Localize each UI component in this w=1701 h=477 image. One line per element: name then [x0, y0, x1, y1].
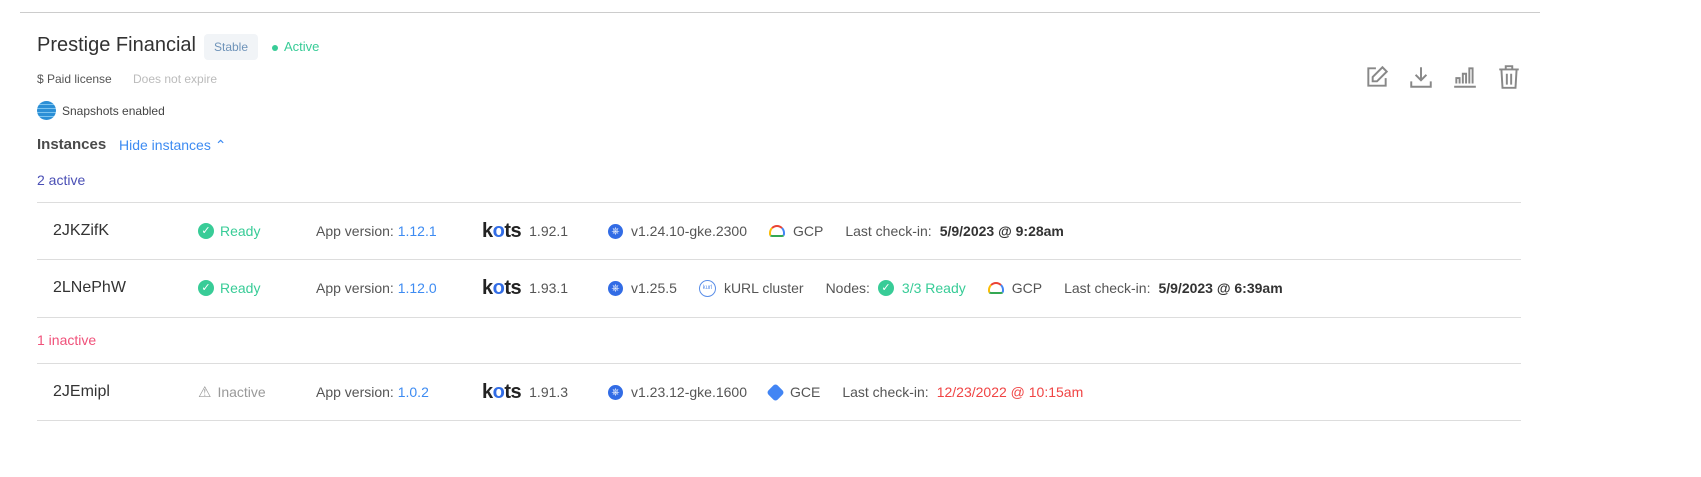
channel-badge: Stable — [204, 34, 259, 60]
k8s-version: v1.23.12-gke.1600 — [631, 384, 747, 400]
checkin-label: Last check-in: — [842, 384, 929, 400]
chart-icon[interactable] — [1452, 64, 1478, 90]
kots-version: 1.91.3 — [529, 384, 569, 400]
check-circle-icon: ✓ — [198, 280, 214, 296]
check-circle-icon: ✓ — [198, 223, 214, 239]
provider: GCP — [792, 223, 824, 239]
status-badge: Active — [272, 39, 319, 54]
kubernetes-icon: ⎈ — [608, 280, 623, 296]
instance-id: 2LNePhW — [53, 279, 126, 296]
app-version-label: App version: — [316, 384, 394, 400]
kubernetes-icon: ⎈ — [608, 384, 623, 400]
snapshots-status: Snapshots enabled — [37, 101, 165, 120]
customer-name: Prestige Financial — [37, 34, 196, 56]
nodes-label: Nodes: — [825, 280, 870, 296]
app-version-label: App version: — [316, 223, 394, 239]
kots-version: 1.93.1 — [529, 280, 569, 296]
chevron-up-icon: ⌃ — [214, 137, 227, 153]
nodes-status: 3/3 Ready — [901, 280, 966, 296]
warning-icon: ⚠ — [198, 384, 212, 401]
snapshots-label: Snapshots enabled — [62, 103, 165, 118]
hide-instances-label: Hide instances — [119, 137, 211, 153]
gce-icon — [766, 382, 785, 402]
inactive-section-label: 1 inactive — [37, 317, 1521, 348]
active-section-label: 2 active — [37, 172, 86, 188]
kots-logo: kots — [482, 380, 522, 403]
kots-logo: kots — [482, 276, 522, 299]
divider — [20, 12, 1540, 13]
instances-heading: Instances — [37, 136, 107, 153]
hide-instances-button[interactable]: Hide instances ⌃ — [119, 137, 226, 154]
instance-row[interactable]: 2LNePhW ✓ Ready App version: 1.12.0 kots 1… — [37, 259, 1521, 316]
instance-id: 2JKZifK — [53, 222, 110, 239]
app-version-link[interactable]: 1.12.1 — [397, 223, 437, 239]
kots-logo: kots — [482, 219, 522, 242]
license-expiry: Does not expire — [133, 72, 218, 86]
checkin-time: 5/9/2023 @ 6:39am — [1158, 280, 1283, 296]
k8s-version: v1.24.10-gke.2300 — [631, 223, 747, 239]
instance-status: Ready — [220, 280, 261, 296]
gcp-icon — [987, 282, 1004, 294]
instance-row[interactable]: 2JKZifK ✓ Ready App version: 1.12.1 kots 1… — [37, 202, 1521, 259]
instance-status: Ready — [220, 223, 261, 239]
app-version-link[interactable]: 1.0.2 — [397, 384, 429, 400]
kots-version: 1.92.1 — [529, 223, 569, 239]
trash-icon[interactable] — [1496, 64, 1522, 90]
instance-row[interactable]: 2JEmipl ⚠ Inactive App version: 1.0.2 kot… — [37, 363, 1521, 421]
provider: GCP — [1011, 280, 1043, 296]
customer-actions — [1364, 64, 1522, 90]
checkin-label: Last check-in: — [845, 223, 932, 239]
app-version-link[interactable]: 1.12.0 — [397, 280, 437, 296]
checkin-time: 5/9/2023 @ 9:28am — [939, 223, 1064, 239]
app-version-label: App version: — [316, 280, 394, 296]
download-icon[interactable] — [1408, 64, 1434, 90]
checkin-label: Last check-in: — [1064, 280, 1151, 296]
distribution: kURL cluster — [723, 280, 804, 296]
instance-status: Inactive — [217, 384, 266, 400]
check-circle-icon: ✓ — [877, 280, 894, 296]
gcp-icon — [768, 225, 785, 237]
provider: GCE — [789, 384, 821, 400]
edit-icon[interactable] — [1364, 64, 1390, 90]
k8s-version: v1.25.5 — [631, 280, 677, 296]
snapshots-icon — [37, 101, 56, 120]
checkin-time: 12/23/2022 @ 10:15am — [936, 384, 1084, 400]
kurl-icon: kurl — [698, 279, 716, 297]
instance-id: 2JEmipl — [53, 383, 110, 400]
license-type: $ Paid license — [37, 72, 112, 86]
kubernetes-icon: ⎈ — [608, 223, 623, 239]
